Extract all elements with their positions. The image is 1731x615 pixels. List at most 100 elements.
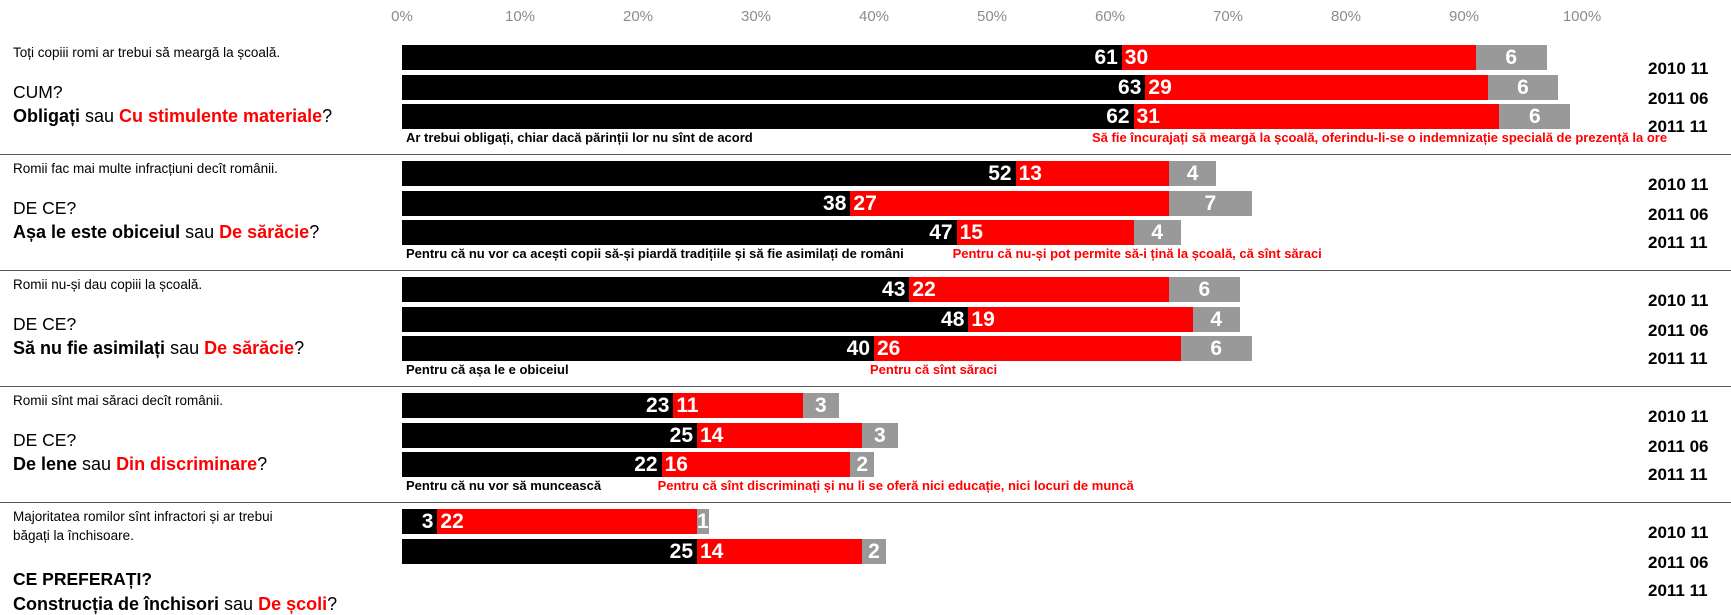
x-tick-label: 30% [740,8,772,25]
year-label: 2010 11 [1648,523,1709,542]
value-label: 3 [815,394,827,417]
question-end: ? [327,594,338,614]
option-connector: sau [165,338,205,358]
value-label: 43 [882,278,906,301]
bar-segment [1192,307,1240,332]
value-label: 25 [669,424,693,447]
note-option-b: Să fie încurajați să meargă la școală, o… [1092,130,1668,145]
value-label: 6 [1198,278,1211,301]
x-tick-label: 70% [1212,8,1244,25]
x-tick-label: 20% [622,8,654,25]
bar-segment [1121,45,1476,70]
bar-segment [402,45,1122,70]
bar-segment [402,191,851,216]
bar-segment [402,220,957,245]
bar-segment [402,336,874,361]
value-label: 6 [1528,105,1541,128]
value-label: 38 [823,192,847,215]
question-options: Obligați sau Cu stimulente materiale? [13,106,332,127]
question-end: ? [257,454,268,474]
year-label: 2010 11 [1648,175,1709,194]
bar-segment [402,307,969,332]
bar-segment [968,307,1193,332]
bar-segment [673,393,804,418]
option-a: Obligați [13,106,80,126]
option-connector: sau [219,594,259,614]
bar-segment [909,277,1169,302]
year-label: 2010 11 [1648,407,1709,426]
bar-segment [402,539,697,564]
bar-segment [661,452,851,477]
option-b: De sărăcie [204,338,295,358]
value-label: 3 [421,510,434,533]
question-options: Să nu fie asimilați sau De sărăcie? [13,338,304,359]
question-heading: CUM? [13,82,63,102]
note-option-a: Pentru că așa le e obiceiul [406,362,569,377]
bar-segment [697,423,863,448]
option-connector: sau [77,454,117,474]
bar-segment [402,277,910,302]
question-end: ? [294,338,305,358]
question-options: Construcția de închisori sau De școli? [13,594,337,615]
bar-segment [803,393,839,418]
bar-segment [862,539,886,564]
option-b: Din discriminare [116,454,258,474]
question-heading: DE CE? [13,430,77,450]
value-label: 6 [1505,46,1518,69]
bar-segment [402,509,438,534]
note-option-a: Pentru că nu vor să muncească [406,478,602,493]
bar-segment [1133,220,1181,245]
year-label: 2010 11 [1648,59,1709,78]
option-b: Cu stimulente materiale [119,106,323,126]
value-label: 63 [1118,76,1142,99]
option-a: Așa le este obiceiul [13,222,181,242]
panel-separator [0,154,1731,155]
value-label: 47 [929,221,953,244]
bar-segment [1487,75,1559,100]
bar-segment [1180,336,1252,361]
value-label: 22 [912,278,936,301]
question-heading: DE CE? [13,198,77,218]
x-tick-label: 60% [1094,8,1126,25]
year-label: 2011 06 [1648,553,1709,572]
bar-segment [1475,45,1547,70]
value-label: 13 [1018,162,1042,185]
value-label: 4 [1186,162,1199,185]
bar-segment [402,75,1146,100]
bar-segment [1015,161,1169,186]
value-label: 6 [1210,337,1223,360]
note-option-a: Pentru că nu vor ca acești copii să-și p… [406,246,904,261]
option-a: Să nu fie asimilați [13,338,166,358]
value-label: 16 [664,453,688,476]
bar-segment [402,452,662,477]
bar-segment [697,539,863,564]
value-label: 29 [1148,76,1172,99]
value-label: 4 [1210,308,1223,331]
option-a: Construcția de închisori [13,594,220,614]
value-label: 14 [700,540,724,563]
year-label: 2011 11 [1648,349,1708,368]
value-label: 4 [1151,221,1164,244]
note-option-b: Pentru că sînt săraci [870,362,998,377]
value-label: 3 [874,424,886,447]
x-tick-label: 40% [858,8,890,25]
panel-separator [0,502,1731,503]
value-label: 6 [1517,76,1529,99]
x-tick-label: 100% [1562,8,1602,25]
value-label: 2 [856,453,869,476]
option-a: De lene [13,454,78,474]
question-heading: DE CE? [13,314,77,334]
option-b: De școli [258,594,328,614]
value-label: 25 [669,540,693,563]
bar-segment [402,104,1134,129]
x-tick-label: 80% [1330,8,1362,25]
note-option-b: Pentru că nu-și pot permite să-i țină la… [952,246,1322,261]
bar-segment [1133,104,1500,129]
bar-segment [1499,104,1571,129]
year-label: 2011 11 [1648,233,1708,252]
value-label: 22 [634,453,658,476]
value-label: 15 [959,221,983,244]
option-connector: sau [180,222,220,242]
bar-segment [402,423,697,448]
